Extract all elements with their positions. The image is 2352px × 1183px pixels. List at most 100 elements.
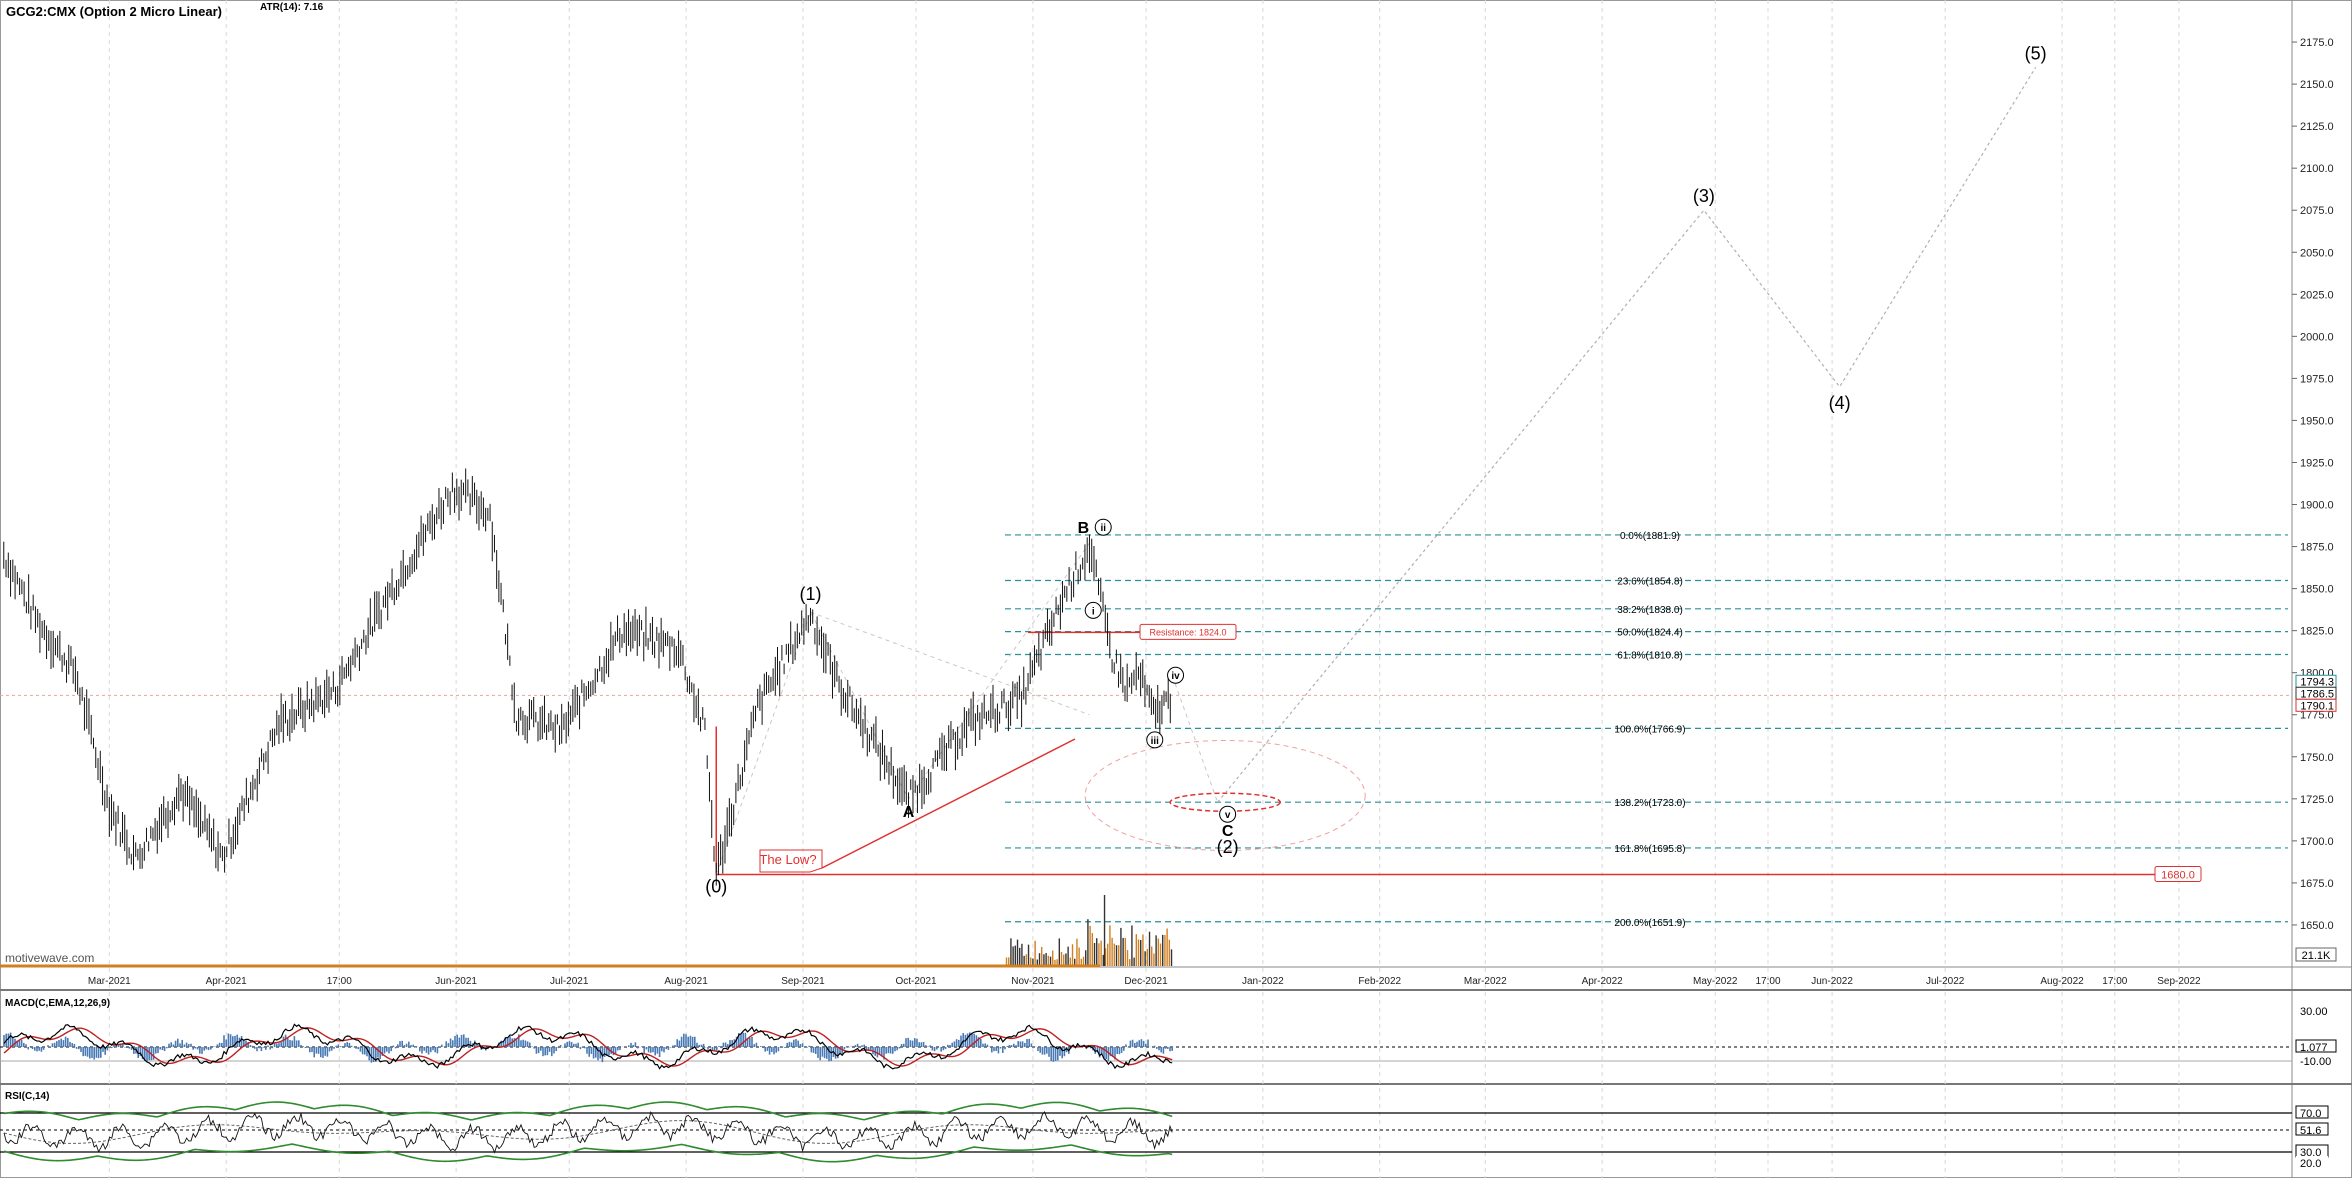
wave-label: B [1078, 520, 1090, 537]
last-price-label: 1790.1 [2300, 700, 2334, 712]
support-box [2154, 866, 2202, 883]
price-tick-label: 1700.0 [2300, 836, 2334, 848]
price-tick-label: 1950.0 [2300, 415, 2334, 427]
macd-tick-label: 1.077 [2300, 1042, 2328, 1054]
volume-box [2295, 947, 2337, 962]
wave-channel-line [810, 611, 1090, 716]
date-tick-label: Apr-2022 [1582, 976, 1624, 987]
date-tick-label: Mar-2022 [1464, 976, 1507, 987]
atr-readout: ATR(14): 7.16 [260, 2, 324, 13]
wave-label: v [1225, 810, 1231, 821]
macd-line [3, 1023, 1173, 1070]
date-tick-label: Sep-2021 [781, 976, 825, 987]
price-tick-label: 1650.0 [2300, 920, 2334, 932]
date-tick-label: Sep-2022 [2157, 976, 2201, 987]
price-tick-label: 2150.0 [2300, 79, 2334, 91]
macd-tick-label: -10.00 [2300, 1056, 2331, 1068]
rsi-value-box [2295, 1122, 2329, 1136]
fib-level-label: 61.8%(1810.8) [1617, 651, 1683, 662]
date-tick-label: Jun-2021 [435, 976, 477, 987]
date-tick-label: 17:00 [1755, 976, 1780, 987]
fib-level-label: 50.0%(1824.4) [1617, 628, 1683, 639]
wave-label: (2) [1217, 837, 1239, 857]
projection-path [1217, 66, 2037, 803]
wave-label: (4) [1829, 393, 1851, 413]
volume-label: 21.1K [2302, 950, 2331, 962]
wave-label: (1) [799, 584, 821, 604]
rsi-line [3, 1110, 1173, 1154]
fib-level-label: 0.0%(1881.9) [1620, 531, 1680, 542]
rsi-title: RSI(C,14) [5, 1091, 50, 1102]
fib-level-label: 38.2%(1838.0) [1617, 605, 1683, 616]
wave-label: (5) [2025, 43, 2047, 63]
fib-level-label: 200.0%(1651.9) [1614, 918, 1685, 929]
price-tick-label: 1925.0 [2300, 457, 2334, 469]
watermark: motivewave.com [5, 951, 95, 965]
low-callout-label: The Low? [759, 852, 816, 867]
wave-v-path [1171, 675, 1219, 803]
date-tick-label: Apr-2021 [206, 976, 248, 987]
date-tick-label: Mar-2021 [88, 976, 131, 987]
wave-label: iv [1171, 671, 1180, 682]
price-tick-label: 1900.0 [2300, 500, 2334, 512]
date-tick-label: Jan-2022 [1242, 976, 1284, 987]
price-tick-label: 2125.0 [2300, 121, 2334, 133]
rsi-value-box [2296, 1156, 2328, 1168]
wave-label: A [903, 804, 915, 821]
last-price-label: 1786.5 [2300, 688, 2334, 700]
resistance-box [1139, 623, 1237, 640]
price-tick-label: 1675.0 [2300, 878, 2334, 890]
price-tick-label: 1725.0 [2300, 794, 2334, 806]
fib-level-label: 138.2%(1723.0) [1614, 798, 1685, 809]
date-tick-label: Feb-2022 [1358, 976, 1401, 987]
rsi-tick-label: 51.6 [2300, 1125, 2321, 1137]
price-tick-label: 2075.0 [2300, 205, 2334, 217]
date-tick-label: 17:00 [2102, 976, 2127, 987]
wave-label-circle [1167, 666, 1185, 684]
price-tick-label: 2025.0 [2300, 289, 2334, 301]
low-trendline [821, 738, 1076, 869]
date-tick-label: May-2022 [1693, 976, 1738, 987]
wave-label-circle [1084, 601, 1102, 619]
wave-label-circle [1219, 805, 1237, 823]
wave-label: (0) [705, 877, 727, 897]
price-tick-label: 1875.0 [2300, 542, 2334, 554]
date-tick-label: 17:00 [327, 976, 352, 987]
symbol-title: GCG2:CMX (Option 2 Micro Linear) [6, 4, 222, 19]
fib-level-label: 100.0%(1766.9) [1614, 724, 1685, 735]
date-tick-label: Jun-2022 [1811, 976, 1853, 987]
wave-label: iii [1151, 736, 1160, 747]
date-tick-label: Aug-2021 [664, 976, 708, 987]
price-tick-label: 2050.0 [2300, 247, 2334, 259]
price-tick-label: 1775.0 [2300, 710, 2334, 722]
price-tick-label: 2100.0 [2300, 163, 2334, 175]
price-tick-label: 1750.0 [2300, 752, 2334, 764]
resistance-label: Resistance: 1824.0 [1149, 627, 1226, 637]
fib-level-label: 23.6%(1854.8) [1617, 577, 1683, 588]
macd-tick-label: 30.00 [2300, 1006, 2328, 1018]
macd-title: MACD(C,EMA,12,26,9) [5, 998, 111, 1009]
price-tick-label: 1825.0 [2300, 626, 2334, 638]
price-tick-label: 2000.0 [2300, 331, 2334, 343]
wave-label: ii [1100, 523, 1106, 534]
date-tick-label: Jul-2021 [550, 976, 589, 987]
price-tick-label: 2175.0 [2300, 37, 2334, 49]
price-bars [3, 468, 1171, 886]
last-price-box [2295, 698, 2337, 712]
macd-signal-line [3, 1027, 1173, 1067]
date-tick-label: Aug-2022 [2040, 976, 2084, 987]
macd-histogram [3, 1032, 1173, 1063]
target-zone-outer [1084, 739, 1366, 851]
wave-label: i [1092, 606, 1095, 617]
fib-level-label: 161.8%(1695.8) [1614, 844, 1685, 855]
rsi-tick-label: 70.0 [2300, 1108, 2321, 1120]
date-tick-label: Oct-2021 [895, 976, 937, 987]
date-tick-label: Dec-2021 [1124, 976, 1168, 987]
rsi-value-box [2295, 1105, 2329, 1119]
date-tick-label: Nov-2021 [1011, 976, 1055, 987]
rsi-lower-band [3, 1143, 1173, 1163]
wave-label-circle [1094, 518, 1112, 536]
last-price-label: 1794.3 [2300, 676, 2334, 688]
